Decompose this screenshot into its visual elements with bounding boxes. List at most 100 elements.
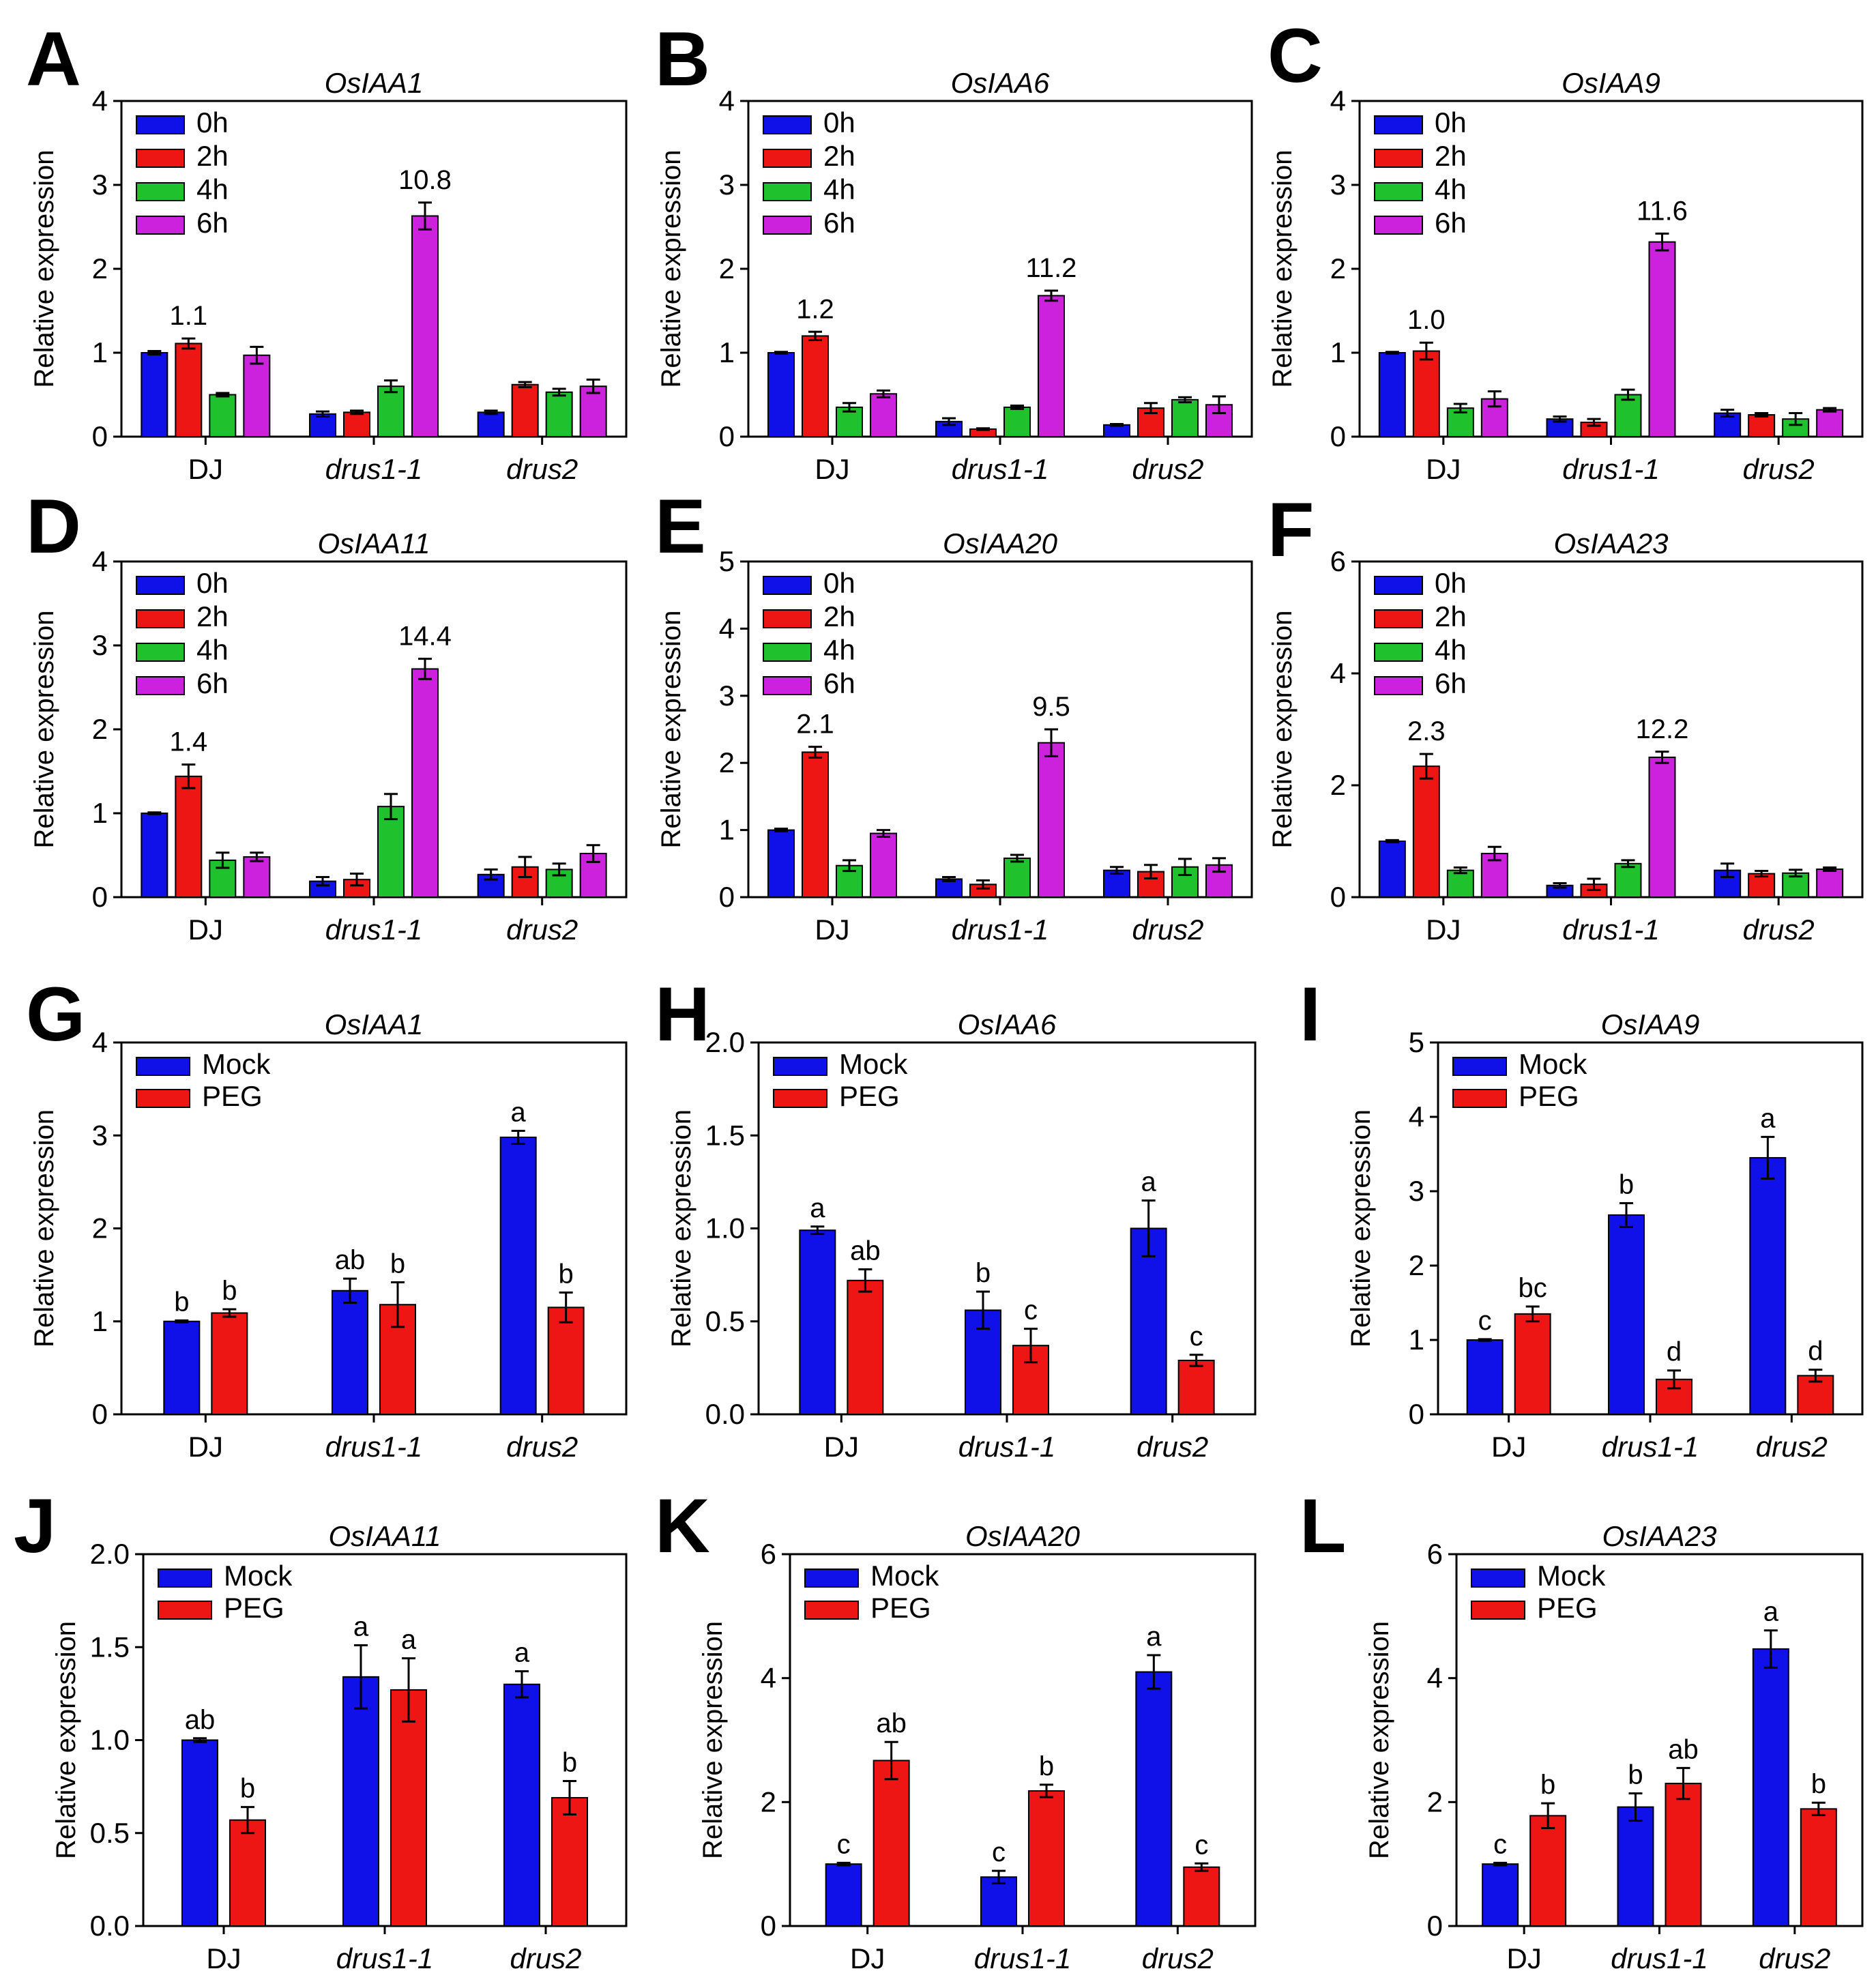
significance-letter: b bbox=[222, 1276, 237, 1306]
significance-letter: a bbox=[1760, 1103, 1776, 1133]
y-tick-label: 4 bbox=[719, 85, 735, 117]
x-tick-label: drus1-1 bbox=[952, 453, 1049, 485]
x-tick-label: drus2 bbox=[506, 1431, 578, 1463]
x-tick-label: DJ bbox=[1506, 1942, 1541, 1974]
fold-change-label: 1.1 bbox=[170, 301, 208, 331]
y-axis-label: Relative expression bbox=[29, 149, 59, 388]
legend-swatch bbox=[1374, 182, 1423, 201]
x-tick-label: drus2 bbox=[506, 453, 578, 485]
significance-letter: ab bbox=[876, 1708, 907, 1738]
legend-label: PEG bbox=[202, 1080, 263, 1112]
significance-letter: b bbox=[1540, 1770, 1555, 1800]
y-tick-label: 4 bbox=[1330, 85, 1346, 117]
bar bbox=[243, 856, 271, 898]
y-axis-label: Relative expression bbox=[1346, 1109, 1376, 1347]
bar bbox=[873, 1760, 910, 1927]
bar bbox=[1003, 857, 1031, 898]
y-tick-label: 2 bbox=[1409, 1249, 1424, 1281]
x-tick-label: drus2 bbox=[1743, 914, 1815, 946]
fold-change-label: 11.2 bbox=[1026, 253, 1077, 283]
legend-label: 4h bbox=[823, 634, 855, 666]
legend-label: Mock bbox=[224, 1560, 293, 1592]
significance-letter: b bbox=[390, 1249, 405, 1279]
y-tick-label: 1 bbox=[719, 336, 735, 368]
panel-letter: I bbox=[1300, 972, 1321, 1057]
bar bbox=[1749, 1156, 1787, 1415]
y-tick-label: 3 bbox=[719, 680, 735, 712]
bar bbox=[767, 352, 795, 437]
bar bbox=[1608, 1214, 1645, 1415]
fold-change-label: 9.5 bbox=[1032, 692, 1070, 722]
gene-title: OsIAA6 bbox=[951, 67, 1050, 99]
legend-label: 6h bbox=[823, 207, 855, 239]
gene-title: OsIAA11 bbox=[318, 527, 430, 559]
bar bbox=[1816, 409, 1844, 438]
y-tick-label: 4 bbox=[92, 85, 108, 117]
significance-letter: a bbox=[511, 1097, 527, 1127]
bar bbox=[1177, 1359, 1215, 1415]
legend-label: PEG bbox=[1537, 1592, 1598, 1624]
legend-swatch bbox=[136, 1089, 190, 1108]
significance-letter: c bbox=[1190, 1322, 1203, 1352]
significance-letter: ab bbox=[850, 1236, 881, 1266]
bar bbox=[1529, 1815, 1567, 1927]
bar bbox=[545, 391, 573, 437]
legend-swatch bbox=[136, 216, 185, 235]
bar bbox=[799, 1229, 836, 1415]
x-tick-label: drus2 bbox=[510, 1942, 581, 1974]
panel-a: A OsIAA1 Relative expression 0 1 2 3 4 DJ drus1-1… bbox=[26, 16, 628, 485]
y-tick-label: 0 bbox=[719, 881, 735, 913]
y-tick-label: 3 bbox=[1330, 169, 1346, 201]
y-tick-label: 2.0 bbox=[705, 1026, 745, 1058]
legend-swatch bbox=[763, 643, 812, 662]
fold-change-label: 1.2 bbox=[796, 294, 834, 324]
bar bbox=[1103, 869, 1130, 899]
y-tick-label: 2 bbox=[1330, 252, 1346, 285]
legend-label: 6h bbox=[196, 667, 229, 699]
x-tick-label: drus2 bbox=[1743, 453, 1815, 485]
significance-letter: a bbox=[1141, 1167, 1157, 1197]
significance-letter: c bbox=[1493, 1829, 1507, 1859]
x-tick-label: drus2 bbox=[1137, 1431, 1208, 1463]
bar bbox=[1748, 414, 1776, 438]
bar bbox=[1665, 1783, 1702, 1927]
significance-letter: b bbox=[174, 1287, 189, 1317]
legend-swatch bbox=[763, 216, 812, 235]
y-tick-label: 0 bbox=[761, 1910, 776, 1942]
y-tick-label: 5 bbox=[719, 545, 735, 577]
y-tick-label: 3 bbox=[92, 629, 108, 661]
y-tick-label: 0 bbox=[1409, 1398, 1424, 1430]
bar bbox=[163, 1320, 201, 1415]
y-tick-label: 2 bbox=[92, 713, 108, 745]
y-tick-label: 2 bbox=[719, 746, 735, 778]
panel-f: F OsIAA23 Relative expression 0 2 4 6 DJ drus1-1… bbox=[1267, 487, 1864, 946]
legend-swatch bbox=[804, 1601, 859, 1620]
legend-swatch bbox=[1471, 1569, 1525, 1588]
legend-swatch bbox=[804, 1569, 859, 1588]
x-tick-label: drus1-1 bbox=[1562, 453, 1659, 485]
bar bbox=[1800, 1808, 1837, 1927]
legend-swatch bbox=[136, 576, 185, 595]
y-tick-label: 1 bbox=[92, 797, 108, 829]
significance-letter: ab bbox=[335, 1245, 366, 1275]
legend-label: Mock bbox=[1519, 1048, 1587, 1080]
significance-letter: c bbox=[992, 1837, 1006, 1867]
bar bbox=[1028, 1790, 1065, 1927]
y-axis-label: Relative expression bbox=[29, 1109, 59, 1347]
gene-title: OsIAA11 bbox=[329, 1520, 441, 1552]
bar bbox=[499, 1136, 537, 1415]
legend-label: 0h bbox=[1435, 567, 1467, 599]
x-tick-label: drus1-1 bbox=[325, 1431, 422, 1463]
bar bbox=[1378, 352, 1406, 437]
panel-letter: D bbox=[26, 484, 81, 569]
legend-label: 2h bbox=[196, 600, 229, 632]
x-tick-label: DJ bbox=[1426, 453, 1461, 485]
y-tick-label: 4 bbox=[1330, 657, 1346, 689]
y-tick-label: 1.0 bbox=[90, 1724, 130, 1756]
y-tick-label: 5 bbox=[1409, 1026, 1424, 1058]
significance-letter: c bbox=[1024, 1296, 1038, 1326]
y-axis-label: Relative expression bbox=[666, 1109, 697, 1347]
significance-letter: bc bbox=[1519, 1273, 1547, 1303]
fold-change-label: 2.3 bbox=[1407, 716, 1446, 746]
